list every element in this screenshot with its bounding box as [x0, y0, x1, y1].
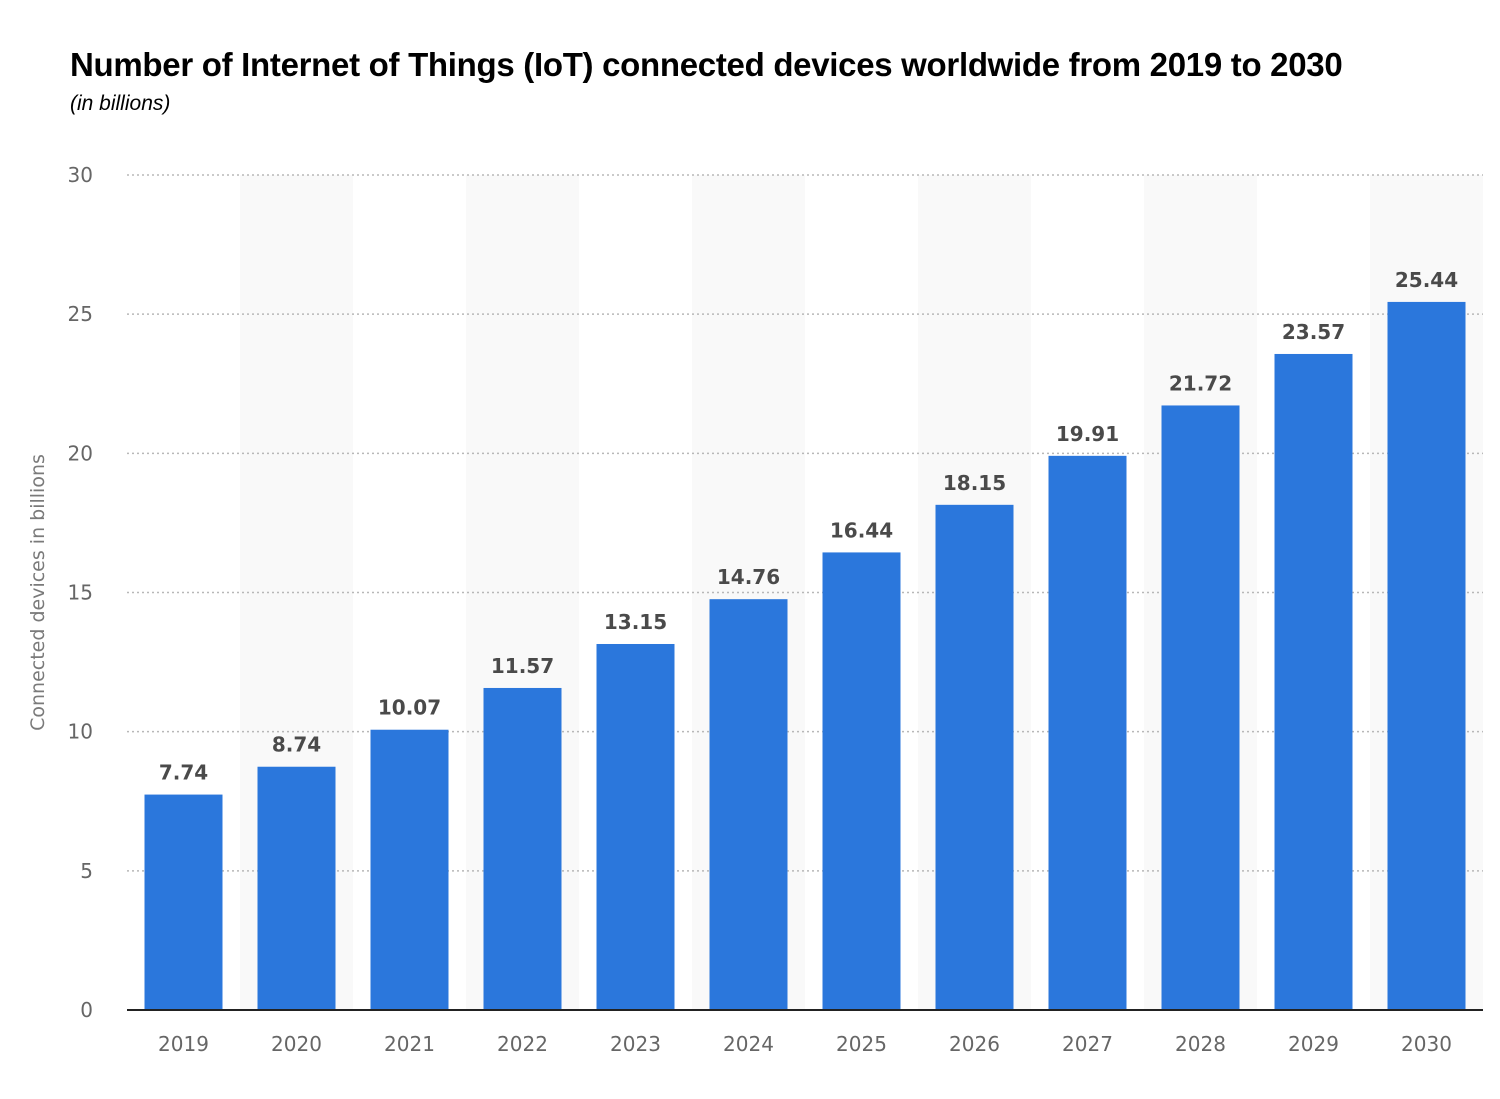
x-tick-label: 2023 — [610, 1032, 661, 1056]
value-label: 16.44 — [830, 518, 893, 542]
x-tick-label: 2021 — [384, 1032, 435, 1056]
value-label: 8.74 — [272, 733, 321, 757]
value-label: 18.15 — [943, 471, 1006, 495]
x-tick-label: 2022 — [497, 1032, 548, 1056]
bar-2030 — [1387, 301, 1466, 1010]
y-tick-label: 20 — [68, 441, 93, 465]
x-tick-label: 2025 — [836, 1032, 887, 1056]
y-tick-label: 0 — [80, 998, 93, 1022]
y-tick-label: 10 — [68, 720, 93, 744]
x-tick-label: 2019 — [158, 1032, 209, 1056]
x-axis-tick-labels: 2019 2020 2021 2022 2023 2024 2025 2026 2027 2028… — [158, 1032, 1452, 1056]
value-label: 19.91 — [1056, 422, 1119, 446]
y-tick-label: 15 — [68, 581, 93, 605]
x-tick-label: 2024 — [723, 1032, 774, 1056]
value-label: 23.57 — [1282, 320, 1345, 344]
gridlines — [127, 174, 1483, 872]
bars — [144, 301, 1466, 1011]
y-tick-label: 25 — [68, 302, 93, 326]
bar-2025 — [822, 552, 901, 1010]
bar-2022 — [483, 687, 562, 1010]
y-tick-label: 30 — [68, 163, 93, 187]
y-axis-title: Connected devices in billions — [27, 454, 49, 731]
x-tick-label: 2028 — [1175, 1032, 1226, 1056]
bar-2028 — [1161, 405, 1240, 1011]
bar-2021 — [370, 729, 449, 1010]
bar-2020 — [257, 766, 336, 1010]
x-tick-label: 2029 — [1288, 1032, 1339, 1056]
bar-2027 — [1048, 455, 1127, 1010]
value-label: 11.57 — [491, 654, 554, 678]
value-label: 10.07 — [378, 696, 441, 720]
value-label: 13.15 — [604, 610, 667, 634]
x-tick-label: 2030 — [1401, 1032, 1452, 1056]
y-tick-label: 5 — [80, 859, 93, 883]
bar-2023 — [596, 643, 675, 1010]
value-labels: 7.74 8.74 10.07 11.57 13.15 14.76 16.44 18.15 19… — [159, 268, 1458, 785]
value-label: 7.74 — [159, 761, 208, 785]
bar-2026 — [935, 504, 1014, 1010]
bar-2024 — [709, 599, 788, 1010]
value-label: 21.72 — [1169, 371, 1232, 395]
y-axis-tick-labels: 0 5 10 15 20 25 30 — [68, 163, 93, 1022]
x-tick-label: 2020 — [271, 1032, 322, 1056]
value-label: 25.44 — [1395, 268, 1458, 292]
x-tick-label: 2026 — [949, 1032, 1000, 1056]
bar-2019 — [144, 794, 223, 1010]
value-label: 14.76 — [717, 565, 780, 589]
bar-2029 — [1274, 353, 1353, 1010]
x-tick-label: 2027 — [1062, 1032, 1113, 1056]
chart-subtitle: (in billions) — [70, 92, 171, 115]
chart-title: Number of Internet of Things (IoT) conne… — [70, 46, 1343, 83]
